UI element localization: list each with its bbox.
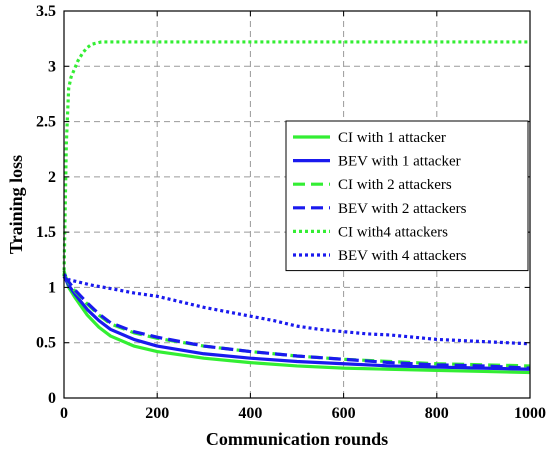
series-line-2 bbox=[62, 275, 531, 371]
legend-label-3: CI with 2 attackers bbox=[338, 177, 452, 193]
x-tick-label: 1000 bbox=[514, 405, 546, 422]
series-line-6 bbox=[62, 273, 531, 346]
y-tick-label: 1.5 bbox=[36, 224, 56, 241]
legend-label-1: CI with 1 attacker bbox=[338, 130, 446, 146]
axis-ticks: 0 200 400 600 800 1000 0 0.5 1 1.5 2 2.5 3 3.5 bbox=[36, 3, 546, 422]
x-tick-label: 800 bbox=[425, 405, 449, 422]
x-tick-label: 200 bbox=[145, 405, 169, 422]
y-tick-label: 3.5 bbox=[36, 3, 56, 20]
y-tick-label: 2 bbox=[48, 169, 56, 186]
legend-label-2: BEV with 1 attacker bbox=[338, 154, 461, 170]
x-tick-label: 600 bbox=[332, 405, 356, 422]
legend-box bbox=[285, 120, 529, 272]
y-tick-label: 0.5 bbox=[36, 335, 56, 352]
legend-label-4: BEV with 2 attackers bbox=[338, 201, 467, 217]
plot-frame bbox=[63, 10, 531, 399]
series-line-5 bbox=[62, 40, 530, 277]
y-tick-label: 0 bbox=[48, 390, 56, 407]
x-tick-label: 0 bbox=[60, 405, 68, 422]
x-tick-label: 400 bbox=[238, 405, 262, 422]
legend-label-6: BEV with 4 attackers bbox=[338, 248, 467, 264]
legend-label-5: CI with4 attackers bbox=[338, 224, 448, 240]
series-line-4 bbox=[62, 275, 531, 370]
legend: CI with 1 attacker BEV with 1 attacker CI … bbox=[285, 120, 529, 272]
y-axis-label: Training loss bbox=[6, 155, 26, 254]
series-group bbox=[62, 40, 531, 375]
y-tick-label: 2.5 bbox=[36, 114, 56, 131]
y-tick-label: 1 bbox=[48, 279, 56, 296]
series-line-1 bbox=[62, 270, 531, 375]
y-tick-label: 3 bbox=[48, 58, 56, 75]
x-axis-label: Communication rounds bbox=[206, 429, 388, 449]
